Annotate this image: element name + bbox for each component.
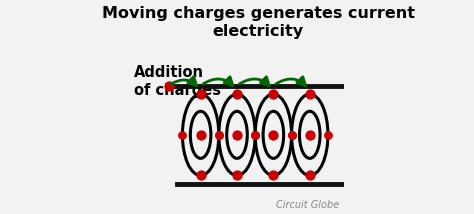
Point [306,174,314,177]
Point [324,133,332,137]
Point [233,133,241,137]
Text: Moving charges generates current
electricity: Moving charges generates current electri… [102,6,415,39]
Text: Addition
of charges: Addition of charges [134,65,221,98]
Point [251,133,259,137]
Point [288,133,295,137]
Point [288,133,295,137]
Point [165,84,173,87]
Text: Circuit Globe: Circuit Globe [276,200,340,210]
Point [197,174,204,177]
Point [306,92,314,96]
Point [179,133,186,137]
Point [233,92,241,96]
Point [215,133,223,137]
Point [251,133,259,137]
Point [270,174,277,177]
Point [233,174,241,177]
Point [215,133,223,137]
Point [270,92,277,96]
Point [270,133,277,137]
Point [197,133,204,137]
Point [197,92,204,96]
Point [306,133,314,137]
